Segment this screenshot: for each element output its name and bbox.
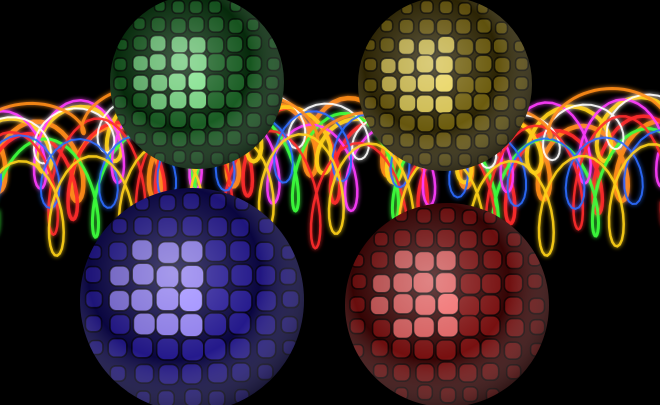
sphere-scale bbox=[133, 0, 146, 13]
sphere-scale bbox=[86, 365, 102, 382]
sphere-scale bbox=[513, 20, 527, 34]
sphere-shading bbox=[345, 203, 549, 405]
sphere-green bbox=[110, 0, 284, 169]
sphere-red bbox=[345, 203, 549, 405]
sphere-yellow bbox=[358, 0, 532, 171]
sphere-scale bbox=[530, 232, 545, 247]
sphere-shading bbox=[80, 188, 304, 405]
sphere-blue bbox=[80, 188, 304, 405]
sphere-scale bbox=[352, 364, 367, 379]
sphere-scale bbox=[280, 364, 297, 381]
sphere-scale bbox=[495, 1, 508, 15]
light-trail bbox=[0, 90, 660, 169]
sphere-shading bbox=[110, 0, 284, 169]
sphere-scale bbox=[256, 389, 273, 405]
sphere-shading bbox=[358, 0, 532, 171]
light-trail bbox=[0, 85, 660, 156]
sphere-scale bbox=[374, 207, 389, 223]
sphere-scale bbox=[363, 21, 376, 34]
sphere-scale bbox=[506, 386, 521, 401]
light-trail bbox=[0, 112, 660, 239]
light-trails bbox=[0, 85, 660, 258]
sphere-scale bbox=[351, 230, 367, 245]
sphere-scale bbox=[372, 387, 388, 403]
sphere-scale bbox=[246, 0, 259, 13]
light-trail bbox=[0, 110, 660, 210]
sphere-scale bbox=[114, 19, 127, 32]
sphere-scale bbox=[527, 363, 542, 378]
sphere-scale bbox=[282, 218, 299, 235]
sphere-scale bbox=[382, 0, 395, 14]
sphere-scale bbox=[266, 17, 279, 31]
sphere-scale bbox=[112, 389, 128, 405]
light-trail bbox=[0, 133, 660, 258]
